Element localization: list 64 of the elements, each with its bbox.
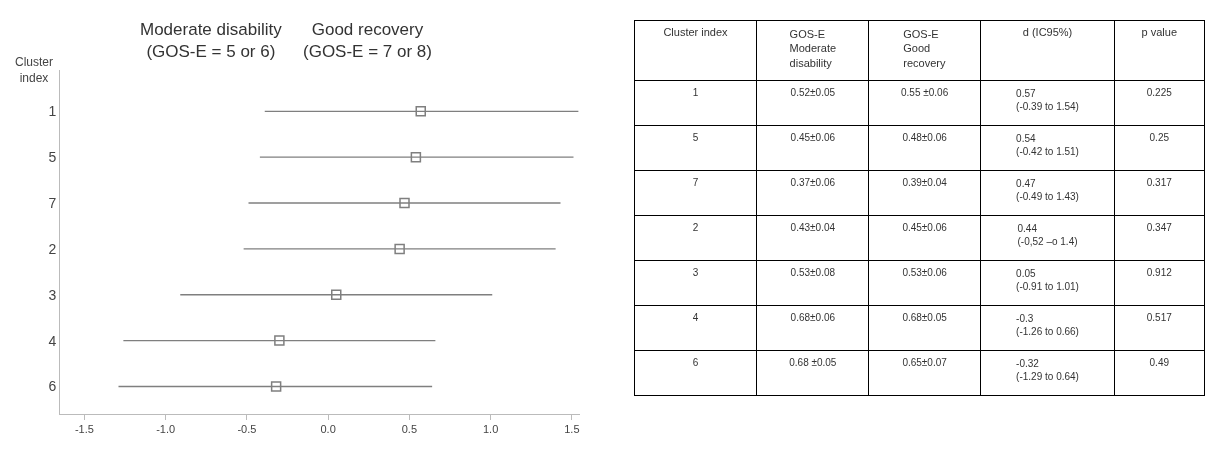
text: 0.225 <box>1146 86 1172 98</box>
y-tick-label: 4 <box>48 332 57 349</box>
text: 1 <box>692 86 699 98</box>
text: 0.912 <box>1146 266 1172 278</box>
text: 0.347 <box>1146 221 1172 233</box>
point <box>410 151 422 163</box>
y-tick-label: 1 <box>48 103 57 120</box>
x-tick-label: -1.0 <box>156 423 176 436</box>
point <box>399 197 410 209</box>
text: 7 <box>692 176 699 188</box>
text: 5 <box>692 131 699 143</box>
text: 0.45±0.06 <box>790 131 836 143</box>
text: 0.37±0.06 <box>790 176 836 188</box>
text: 2 <box>692 221 699 233</box>
y-tick-label: 7 <box>48 194 57 211</box>
category-label: Cluster index <box>663 26 729 39</box>
text: 0.52±0.05 <box>790 86 836 98</box>
text: 0.49 <box>1149 356 1170 368</box>
category-label: p value <box>1141 26 1178 39</box>
category-label: GOS-E Moderate disability <box>789 28 837 69</box>
text: -0.3 (-1.26 to 0.66) <box>1016 313 1079 337</box>
text: Moderate disability (GOS-E = 5 or 6) <box>140 20 283 62</box>
x-tick-label: 0.0 <box>320 423 336 436</box>
point <box>331 289 342 300</box>
text: 6 <box>692 356 699 368</box>
text: 0.48±0.06 <box>902 131 947 143</box>
y-tick-label: 2 <box>48 240 57 257</box>
text: -0.32 (-1.29 to 0.64) <box>1016 358 1079 382</box>
x-tick-label: 1.0 <box>482 423 499 436</box>
text: 0.45±0.06 <box>902 221 947 233</box>
y-tick-label: 6 <box>48 378 57 395</box>
text: 0.65±0.07 <box>902 356 947 368</box>
text: 0.517 <box>1146 311 1172 323</box>
x-tick-label: -0.5 <box>237 423 257 436</box>
y-tick-label: 3 <box>48 286 57 303</box>
point <box>415 106 426 117</box>
x-tick-label: -1.5 <box>74 423 94 436</box>
text: 0.68 ±0.05 <box>789 356 837 368</box>
point <box>270 381 282 392</box>
text: Good recovery (GOS-E = 7 or 8) <box>303 20 432 62</box>
text: 0.68±0.06 <box>790 311 836 323</box>
text: 0.57 (-0.39 to 1.54) <box>1016 88 1079 112</box>
text: 0.47 (-0.49 to 1.43) <box>1016 178 1079 202</box>
category-label: GOS-E Good recovery <box>903 28 946 69</box>
category-label: d (IC95%) <box>1022 26 1073 39</box>
text: 4 <box>692 311 699 323</box>
text: 3 <box>692 266 699 278</box>
text: 0.05 (-0.91 to 1.01) <box>1016 268 1079 292</box>
y-tick-label: 5 <box>48 149 57 166</box>
text: 0.25 <box>1149 131 1170 143</box>
text: 0.39±0.04 <box>902 176 947 188</box>
text: 0.53±0.08 <box>790 266 836 278</box>
point <box>274 335 285 346</box>
text: 0.55 ±0.06 <box>900 86 949 98</box>
text: 0.53±0.06 <box>902 266 947 278</box>
y-axis-title: Cluster index <box>15 55 54 85</box>
x-tick-label: 1.5 <box>564 423 580 436</box>
text: 0.317 <box>1146 176 1172 188</box>
text: 0.43±0.04 <box>790 221 836 233</box>
text: 0.44 (-0,52 –o 1.4) <box>1017 223 1078 247</box>
x-tick-label: 0.5 <box>401 423 418 436</box>
point <box>394 243 405 255</box>
text: 0.54 (-0.42 to 1.51) <box>1016 133 1079 157</box>
text: 0.68±0.05 <box>902 311 947 323</box>
